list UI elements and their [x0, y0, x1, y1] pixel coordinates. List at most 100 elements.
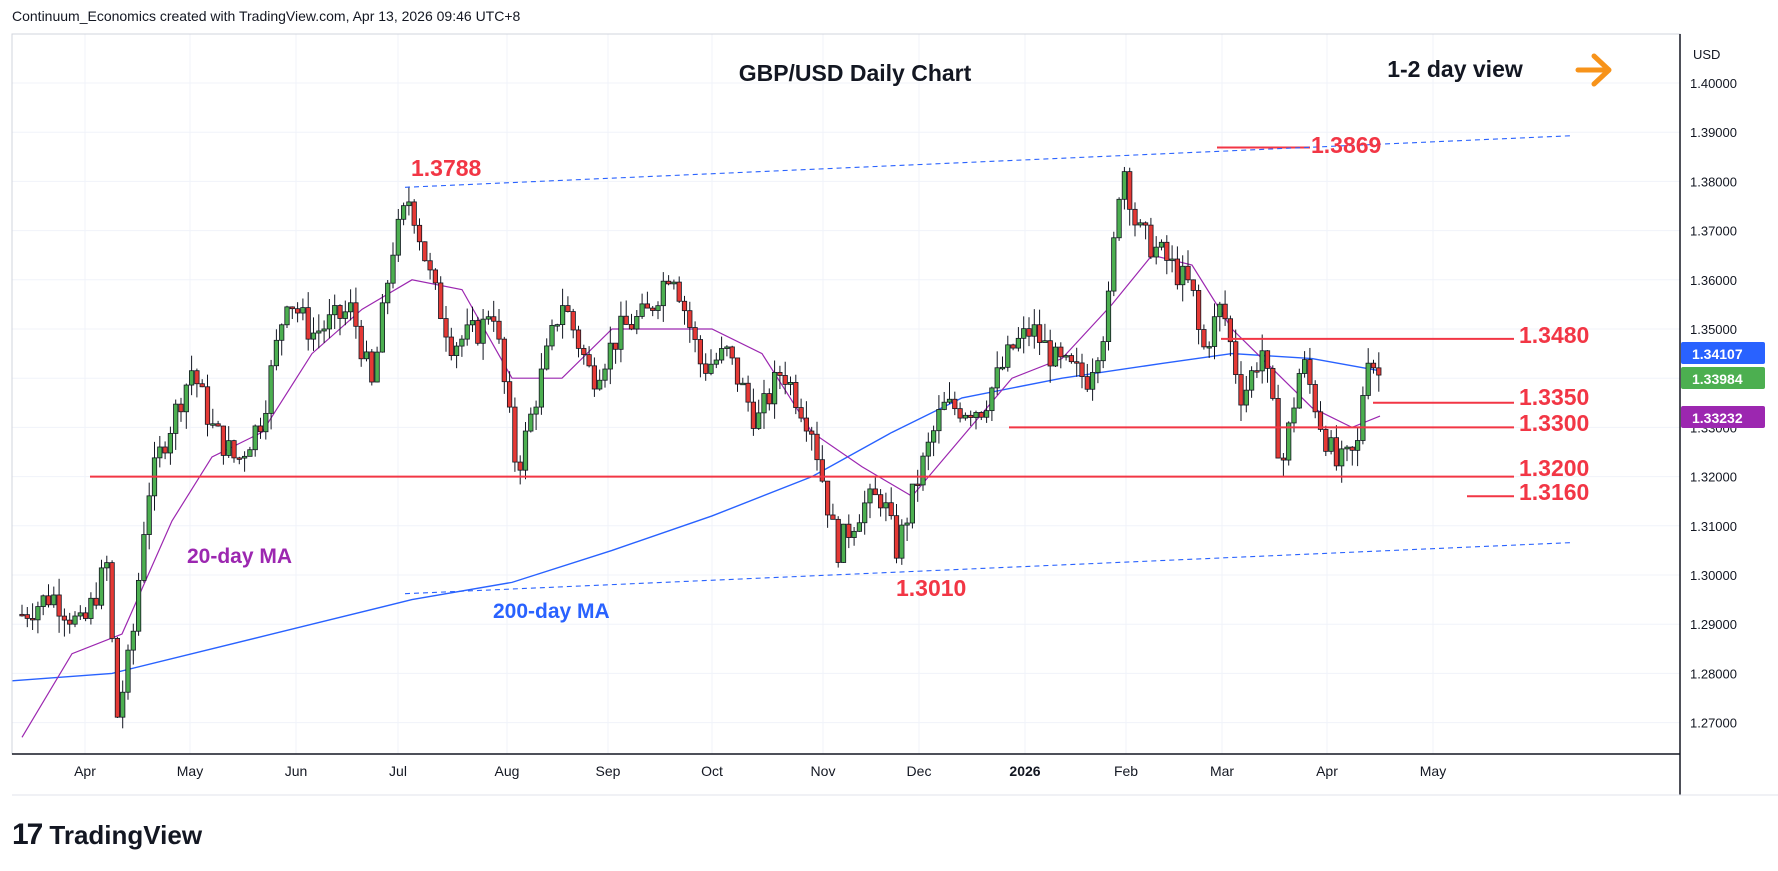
level-label-1-3160: 1.3160 — [1519, 479, 1589, 505]
candle — [1153, 236, 1159, 265]
x-tick-label: May — [177, 763, 203, 779]
price-tags: 1.34107 1.33984 1.33232 — [1681, 342, 1765, 428]
candle — [45, 584, 52, 608]
candle — [1211, 303, 1218, 360]
candle — [1158, 239, 1165, 251]
candle — [549, 319, 555, 351]
candle — [560, 288, 566, 339]
candle — [512, 397, 518, 472]
candle — [204, 374, 211, 437]
candle — [1095, 357, 1101, 384]
candle — [226, 426, 232, 458]
candle — [194, 368, 200, 398]
candle — [480, 309, 486, 360]
candle — [840, 523, 847, 563]
candle — [501, 336, 507, 394]
candle — [1307, 347, 1313, 394]
y-tick-label: 1.37000 — [1690, 224, 1737, 239]
candle — [1021, 316, 1027, 354]
candle — [1111, 231, 1117, 297]
candle — [999, 356, 1006, 371]
tradingview-logo[interactable]: 17 TradingView — [12, 818, 202, 852]
candle — [289, 306, 295, 320]
candle — [777, 365, 783, 390]
candle — [724, 345, 730, 357]
view-label: 1-2 day view — [1387, 56, 1523, 82]
price-tag: 1.34107 — [1681, 342, 1765, 364]
candle — [1074, 347, 1080, 377]
candle — [957, 402, 963, 423]
candle — [1010, 343, 1016, 351]
candle — [1068, 353, 1074, 364]
levels — [90, 135, 1574, 595]
candle — [188, 355, 195, 396]
y-tick-label: 1.35000 — [1690, 322, 1737, 337]
price-axis[interactable]: USD 1.40000 1.39000 1.38000 1.37000 1.36000 1… — [1679, 34, 1778, 795]
candle — [591, 357, 598, 397]
candle — [581, 344, 587, 365]
candle — [363, 340, 370, 362]
candle — [883, 492, 889, 522]
candle — [671, 279, 677, 290]
candle — [1275, 384, 1281, 459]
candle — [719, 336, 725, 364]
candle — [1169, 245, 1175, 273]
candle — [1185, 250, 1191, 284]
candle — [1090, 358, 1096, 401]
candle — [597, 369, 603, 391]
candle — [1196, 284, 1202, 345]
candle — [1174, 246, 1180, 290]
candle — [257, 417, 264, 439]
candle — [1222, 290, 1228, 326]
candle — [570, 308, 576, 339]
candle — [1259, 334, 1265, 384]
time-axis[interactable]: Apr May Jun Jul Aug Sep Oct Nov Dec 2026 Feb Mar Apr… — [12, 753, 1778, 796]
arrow-right-icon — [1575, 53, 1612, 87]
candle — [1058, 342, 1064, 369]
x-tick-label: Sep — [596, 763, 621, 779]
candle — [740, 377, 746, 386]
candle — [1148, 217, 1154, 259]
x-tick-label: Oct — [701, 763, 723, 779]
candle — [607, 326, 613, 385]
candle — [1121, 166, 1127, 210]
candle — [135, 572, 142, 636]
candle — [644, 291, 651, 309]
candle — [931, 425, 937, 457]
channel-lower — [404, 541, 1574, 595]
candle — [1349, 446, 1355, 466]
candle — [1254, 362, 1260, 378]
candle — [655, 301, 661, 320]
candle — [1360, 386, 1366, 445]
candle — [676, 276, 682, 304]
candle — [978, 411, 984, 421]
candle — [1137, 219, 1143, 228]
candle — [1243, 375, 1249, 413]
candle — [602, 363, 608, 388]
candle — [893, 504, 900, 564]
candle — [899, 519, 905, 565]
candle — [353, 287, 359, 339]
candle — [909, 483, 916, 529]
candle — [236, 456, 242, 465]
y-tick-label: 1.39000 — [1690, 125, 1737, 140]
candle — [385, 280, 391, 315]
candle — [941, 391, 947, 411]
candle — [628, 313, 635, 331]
y-tick-label: 1.36000 — [1690, 273, 1737, 288]
candle — [1037, 309, 1043, 356]
candle — [35, 601, 41, 634]
candle — [379, 293, 386, 353]
candle — [517, 455, 523, 485]
candle — [220, 425, 226, 465]
candle — [554, 323, 560, 332]
y-tick-label: 1.32000 — [1690, 470, 1737, 485]
y-tick-label: 1.38000 — [1690, 174, 1737, 189]
candle — [72, 611, 78, 628]
level-label-1-3300: 1.3300 — [1519, 410, 1589, 436]
ma20-line — [21, 254, 1381, 738]
candle — [888, 487, 894, 520]
x-tick-label: Apr — [74, 763, 96, 779]
ma200-label: 200-day MA — [493, 600, 610, 623]
